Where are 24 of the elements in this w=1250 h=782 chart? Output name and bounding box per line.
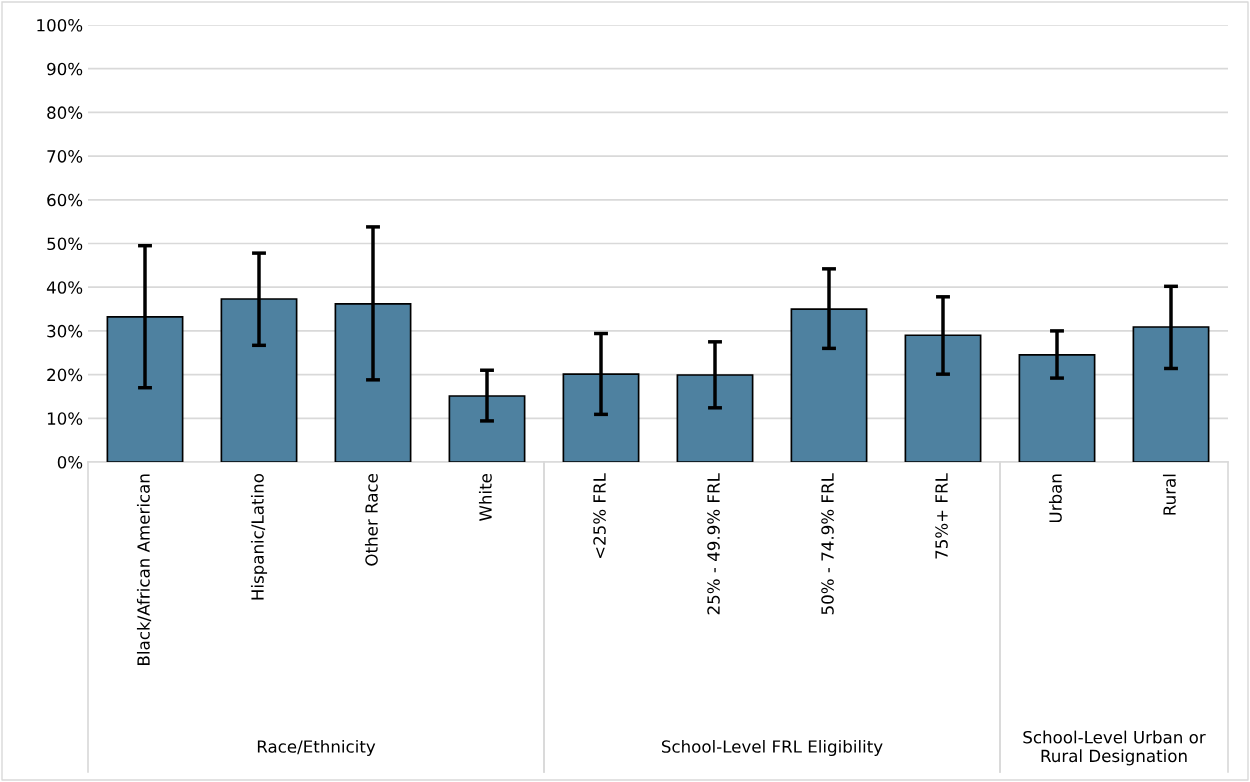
x-tick-label: Hispanic/Latino: [250, 474, 268, 600]
x-tick-label: 75%+ FRL: [935, 473, 948, 559]
text: School-Level Urban or Rural Designation: [1023, 730, 1206, 766]
x-tick-label: Other Race: [364, 474, 378, 566]
y-tick-label: 50%: [47, 237, 83, 251]
y-tick-label: 10%: [47, 412, 83, 425]
x-tick-label: 50% - 74.9% FRL: [821, 473, 834, 615]
x-tick-label: White: [478, 474, 492, 522]
y-tick-label: 60%: [47, 193, 83, 207]
y-tick-label: 100%: [37, 18, 83, 32]
y-tick-label: 20%: [47, 368, 83, 382]
text: School-Level FRL Eligibility: [661, 739, 883, 757]
text: Race/Ethnicity: [257, 739, 376, 757]
y-tick-label: 90%: [47, 62, 83, 76]
y-tick-label: 70%: [47, 150, 83, 163]
y-tick-label: 40%: [46, 281, 83, 294]
x-tick-label: Rural: [1162, 474, 1176, 515]
x-tick-label: Black/African American: [136, 474, 152, 665]
y-tick-label: 30%: [47, 324, 83, 338]
x-tick-label: 25% - 49.9% FRL: [707, 473, 720, 615]
x-tick-label: <25% FRL: [593, 473, 606, 559]
y-tick-label: 80%: [47, 106, 83, 119]
y-tick-label: 0%: [57, 455, 83, 469]
x-tick-label: Urban: [1048, 474, 1062, 523]
